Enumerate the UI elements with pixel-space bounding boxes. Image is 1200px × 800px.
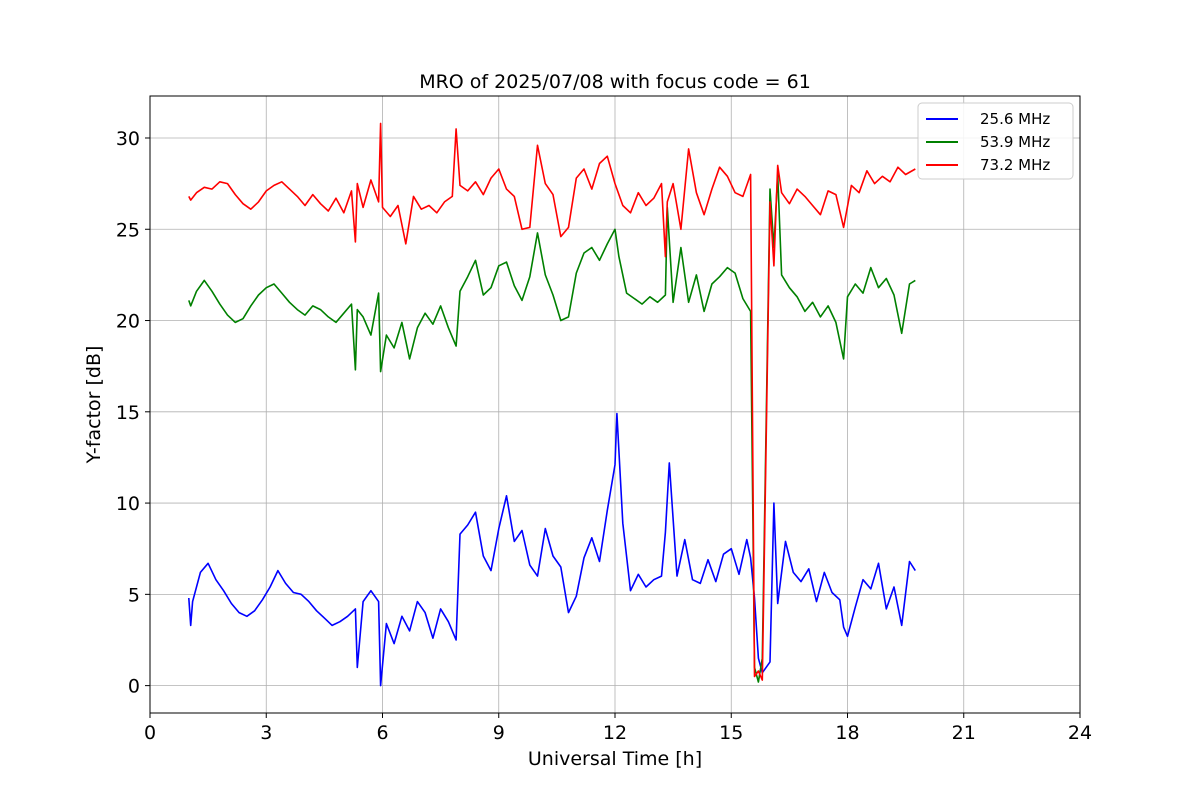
y-tick-label: 15 [116,402,140,424]
legend-label-2: 73.2 MHz [980,156,1050,174]
x-tick-label: 3 [260,722,272,744]
legend-label-1: 53.9 MHz [980,133,1050,151]
x-axis-title: Universal Time [h] [528,748,702,770]
series-lines [188,122,916,687]
x-tick-label: 21 [952,722,976,744]
legend-label-0: 25.6 MHz [980,110,1050,128]
x-tick-label: 15 [719,722,743,744]
y-tick-label: 5 [128,584,140,606]
series-line-0 [188,412,916,687]
x-tick-label: 24 [1068,722,1092,744]
x-tick-label: 9 [493,722,505,744]
y-tick-label: 10 [116,493,140,515]
y-tick-label: 0 [128,676,140,698]
y-tick-label: 25 [116,219,140,241]
legend: 25.6 MHz 53.9 MHz 73.2 MHz [917,102,1074,180]
y-axis-ticks: 0 5 10 15 20 25 30 [116,128,150,698]
x-tick-label: 0 [144,722,156,744]
x-tick-label: 6 [376,722,388,744]
x-tick-label: 18 [835,722,859,744]
series-line-1 [188,173,916,683]
y-tick-label: 20 [116,311,140,333]
x-tick-label: 12 [603,722,627,744]
series-line-2 [188,122,916,681]
chart-title: MRO of 2025/07/08 with focus code = 61 [419,71,811,93]
y-axis-title: Y-factor [dB] [83,346,105,465]
x-axis-ticks: 0 3 6 9 12 15 18 21 24 [144,713,1092,744]
y-tick-label: 30 [116,128,140,150]
legend-box [917,102,1074,180]
